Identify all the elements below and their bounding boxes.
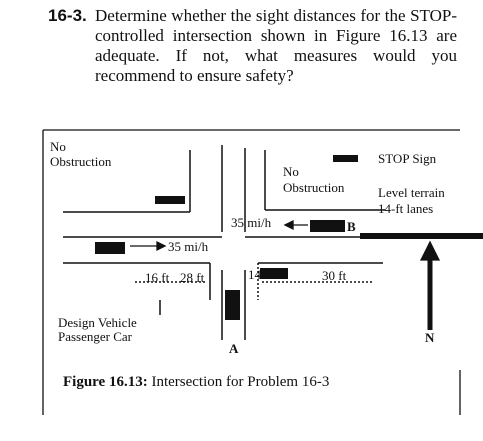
- frame: [42, 129, 461, 415]
- label: 28 ft: [180, 270, 205, 285]
- problem-text: Determine whether the sight distances fo…: [95, 6, 457, 85]
- label: Obstruction: [283, 180, 345, 195]
- label: STOP Sign: [378, 151, 437, 166]
- label: Level terrain: [378, 185, 445, 200]
- label: N: [425, 330, 435, 345]
- label: 16 ft: [145, 270, 170, 285]
- label: B: [347, 219, 356, 234]
- vehicles: [95, 155, 483, 320]
- label: 30 ft: [322, 268, 347, 283]
- label: 35 mi/h: [168, 239, 209, 254]
- caption: Figure 16.13: Intersection for Problem 1…: [63, 374, 329, 390]
- label: A: [229, 341, 239, 356]
- problem-number: 16-3.: [48, 6, 87, 25]
- caption-text: Intersection for Problem 16-3: [151, 374, 329, 390]
- label: Obstruction: [50, 154, 112, 169]
- label: No: [283, 164, 299, 179]
- label: No: [50, 139, 66, 154]
- label: Passenger Car: [58, 329, 133, 344]
- label: Design Vehicle: [58, 315, 137, 330]
- arrows: [130, 219, 441, 330]
- label: 35 mi/h: [231, 215, 272, 230]
- caption-label: Figure 16.13:: [63, 374, 148, 390]
- roads: [63, 145, 385, 340]
- label: 14-ft lanes: [378, 201, 433, 216]
- label: 14: [248, 267, 262, 282]
